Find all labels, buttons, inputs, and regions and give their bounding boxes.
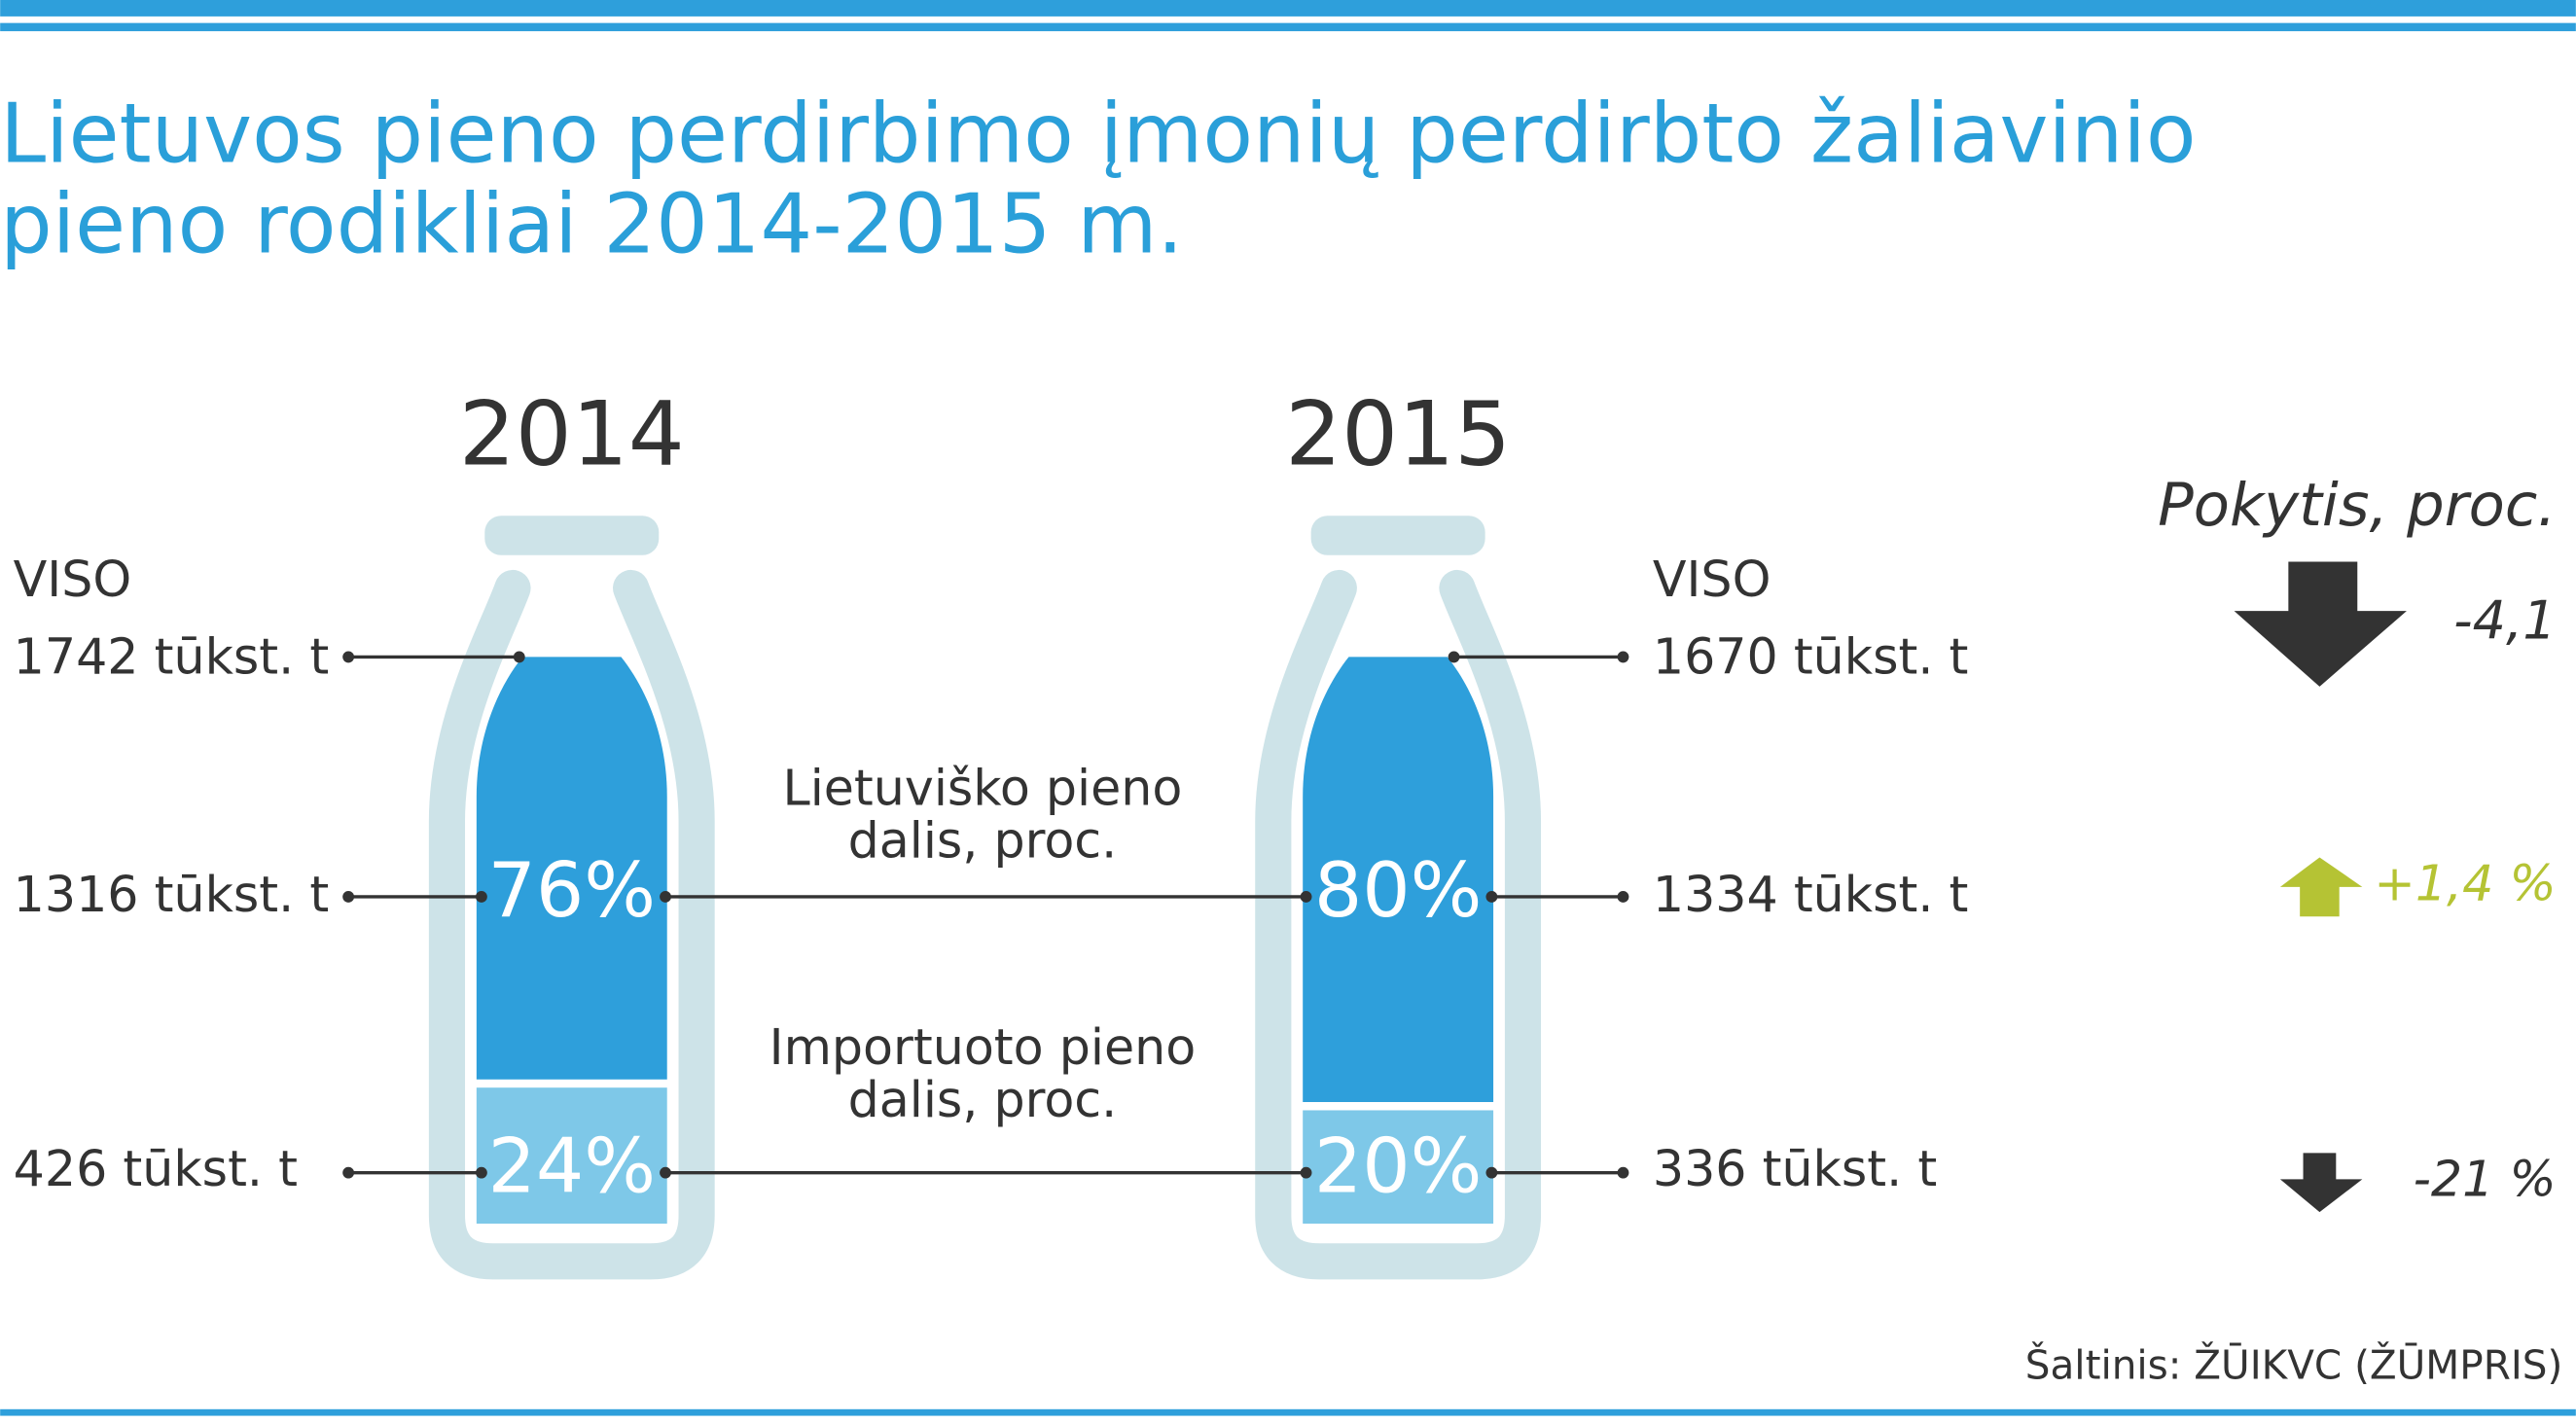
- bottle-cap: [1310, 516, 1485, 555]
- lithuanian-share: [476, 657, 667, 1080]
- top-bar-thin: [0, 22, 2576, 32]
- amount: 1334 tūkst. t: [1653, 866, 1969, 923]
- share-label: 80%: [1314, 847, 1483, 935]
- share-label: 76%: [487, 847, 656, 935]
- middle-label: dalis, proc.: [848, 1071, 1118, 1128]
- leader-dot: [475, 1166, 487, 1179]
- leader-dot: [660, 891, 671, 903]
- total-label: VISO: [1653, 551, 1771, 608]
- leader-dot: [342, 651, 355, 663]
- total-label: VISO: [14, 551, 132, 608]
- change-value: -4,1: [2453, 589, 2556, 651]
- share-label: 20%: [1314, 1122, 1483, 1210]
- arrow-down: [2234, 561, 2407, 687]
- amount: 336 tūkst. t: [1653, 1140, 1937, 1197]
- amount: 426 tūkst. t: [14, 1140, 298, 1197]
- source: Šaltinis: ŽŪIKVC (ŽŪMPRIS): [2025, 1342, 2563, 1389]
- bottom-bar: [0, 1408, 2576, 1416]
- title: pieno rodikliai 2014-2015 m.: [0, 176, 1183, 271]
- arrow-down-small: [2279, 1153, 2363, 1213]
- leader-dot: [1617, 651, 1629, 663]
- leader-dot: [1300, 1166, 1312, 1179]
- leader-dot: [1485, 891, 1498, 903]
- amount: 1316 tūkst. t: [14, 866, 330, 923]
- total-amount: 1742 tūkst. t: [14, 627, 330, 685]
- middle-label: Lietuviško pieno: [782, 759, 1182, 816]
- bottle-outline: [1255, 569, 1542, 1280]
- import-share: [1303, 1110, 1494, 1224]
- top-bar: [0, 0, 2576, 17]
- total-amount: 1670 tūkst. t: [1653, 627, 1969, 685]
- middle-label: dalis, proc.: [848, 811, 1118, 869]
- leader-dot: [1617, 891, 1629, 903]
- bottle-cap: [484, 516, 660, 555]
- share-label: 24%: [487, 1122, 656, 1210]
- leader-dot: [1617, 1166, 1629, 1179]
- title: Lietuvos pieno perdirbimo įmonių perdirb…: [0, 86, 2196, 181]
- leader-dot: [342, 891, 355, 903]
- year: 2014: [459, 381, 685, 485]
- arrow-up: [2279, 857, 2363, 917]
- import-share: [476, 1087, 667, 1224]
- bottle-outline: [428, 569, 715, 1280]
- leader-dot: [513, 651, 525, 663]
- leader-dot: [660, 1166, 671, 1179]
- middle-label: Importuoto pieno: [769, 1018, 1197, 1076]
- leader-dot: [1485, 1166, 1498, 1179]
- leader-dot: [475, 891, 487, 903]
- year: 2015: [1285, 381, 1511, 485]
- change-title: Pokytis, proc.: [2158, 472, 2556, 540]
- leader-dot: [342, 1166, 355, 1179]
- change-value: -21 %: [2414, 1150, 2557, 1207]
- leader-dot: [1448, 651, 1460, 663]
- leader-dot: [1300, 891, 1312, 903]
- lithuanian-share: [1303, 657, 1494, 1103]
- change-value: +1,4 %: [2374, 854, 2556, 911]
